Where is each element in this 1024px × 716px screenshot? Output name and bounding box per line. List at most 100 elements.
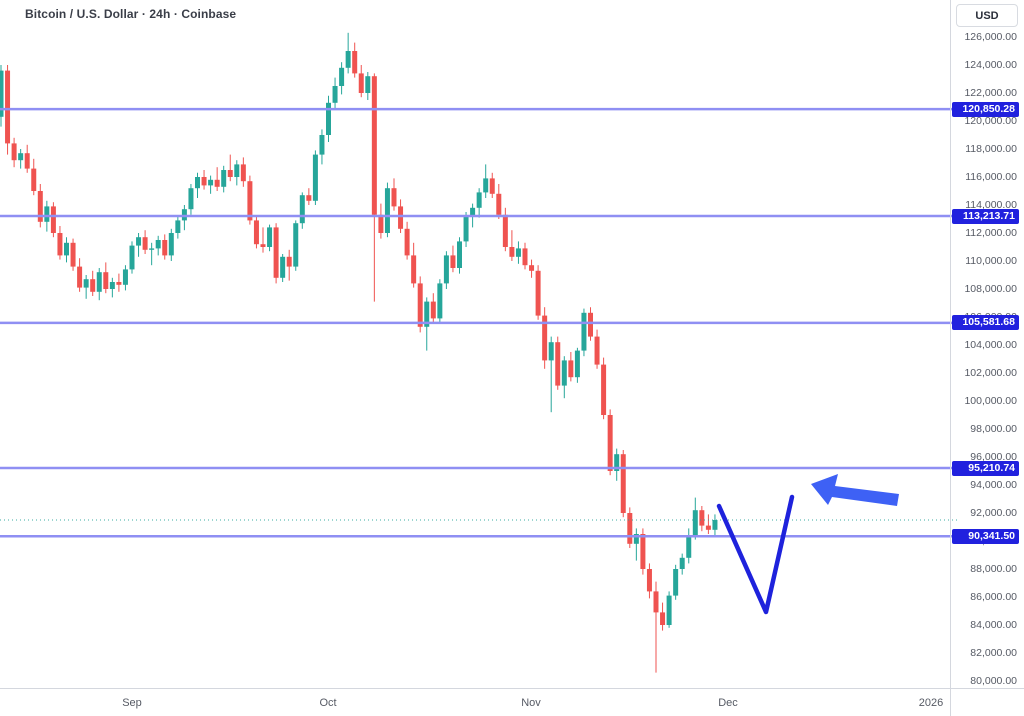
price-tick-label: 82,000.00 (970, 646, 1017, 659)
candle (221, 170, 227, 187)
candle (365, 76, 371, 93)
candle (122, 269, 128, 285)
drawing-v-shape[interactable] (716, 494, 795, 615)
candle (44, 206, 50, 222)
candle (168, 233, 174, 256)
price-level-badge: 105,581.68 (952, 315, 1019, 331)
price-tick-label: 126,000.00 (964, 30, 1017, 43)
candle (260, 244, 266, 247)
candle (286, 256, 292, 267)
candle (686, 535, 692, 558)
candle (24, 153, 30, 169)
candle (11, 143, 17, 161)
candle (103, 272, 109, 289)
price-tick-label: 124,000.00 (964, 58, 1017, 71)
candle (712, 520, 718, 530)
candle (398, 206, 404, 229)
candle (319, 135, 325, 155)
price-tick-label: 94,000.00 (970, 478, 1017, 491)
candle (470, 207, 476, 217)
candle (548, 342, 554, 361)
candle (240, 164, 246, 182)
candle (142, 237, 148, 250)
candle (109, 282, 115, 289)
candle (77, 266, 83, 288)
price-level-badge: 113,213.71 (952, 208, 1019, 224)
price-tick-label: 86,000.00 (970, 590, 1017, 603)
candle (149, 248, 155, 250)
candle (679, 557, 685, 569)
time-tick-label: Sep (122, 697, 142, 709)
candle (234, 164, 240, 177)
price-tick-label: 112,000.00 (965, 226, 1017, 239)
candle (371, 76, 377, 215)
candle (195, 177, 200, 189)
candle (404, 228, 410, 256)
candle (18, 153, 24, 161)
candle (515, 248, 521, 257)
candle (293, 223, 299, 267)
price-tick-label: 120,000.00 (964, 114, 1017, 127)
candle (705, 525, 711, 530)
candle (581, 312, 587, 351)
candle (633, 534, 639, 544)
candle (522, 248, 528, 266)
candle (391, 188, 397, 207)
price-tick-label: 110,000.00 (965, 254, 1017, 267)
candle (306, 195, 312, 201)
candle (214, 179, 220, 187)
candle (0, 70, 4, 117)
candle (529, 265, 535, 271)
time-tick-label: Nov (521, 697, 541, 709)
candle (430, 301, 436, 319)
price-tick-label: 84,000.00 (970, 618, 1017, 631)
price-tick-label: 122,000.00 (964, 86, 1017, 99)
candle (201, 177, 207, 186)
candle (568, 360, 574, 378)
time-tick-label: Oct (319, 697, 337, 709)
price-level-badge: 95,210.74 (952, 460, 1019, 476)
drawing-arrow-left[interactable] (811, 474, 899, 506)
candle (660, 612, 666, 625)
candle (280, 256, 286, 278)
candle (273, 227, 279, 278)
candle (502, 214, 508, 247)
candle (227, 170, 233, 177)
candle (247, 181, 253, 221)
candle (614, 454, 620, 471)
candle (535, 270, 541, 316)
candle (542, 315, 548, 361)
candle (345, 51, 351, 68)
candle (666, 595, 672, 625)
candle (588, 312, 593, 337)
price-tick-label: 100,000.00 (964, 394, 1017, 407)
candle (299, 195, 305, 224)
price-tick-label: 96,000.00 (970, 450, 1017, 463)
price-level-badge: 90,341.50 (952, 528, 1019, 544)
candle (489, 178, 495, 194)
candle (50, 206, 56, 233)
candle (601, 364, 607, 415)
candle (620, 454, 626, 513)
candle (129, 245, 135, 270)
candle (162, 240, 168, 256)
price-tick-label: 80,000.00 (970, 674, 1017, 687)
candle (70, 242, 76, 267)
candle (31, 168, 37, 191)
candle (312, 154, 318, 201)
candle (699, 510, 705, 526)
chart-plot[interactable] (0, 0, 958, 688)
candle (64, 242, 69, 256)
candle (83, 279, 89, 288)
candle (411, 255, 417, 284)
candle (653, 591, 659, 613)
candle (496, 193, 502, 215)
candle (57, 233, 63, 256)
candle (417, 283, 423, 327)
price-level-badge: 120,850.28 (952, 101, 1019, 117)
candle (352, 51, 358, 74)
price-tick-label: 108,000.00 (964, 282, 1017, 295)
currency-toggle-button[interactable]: USD (956, 4, 1018, 27)
candle (483, 178, 489, 193)
